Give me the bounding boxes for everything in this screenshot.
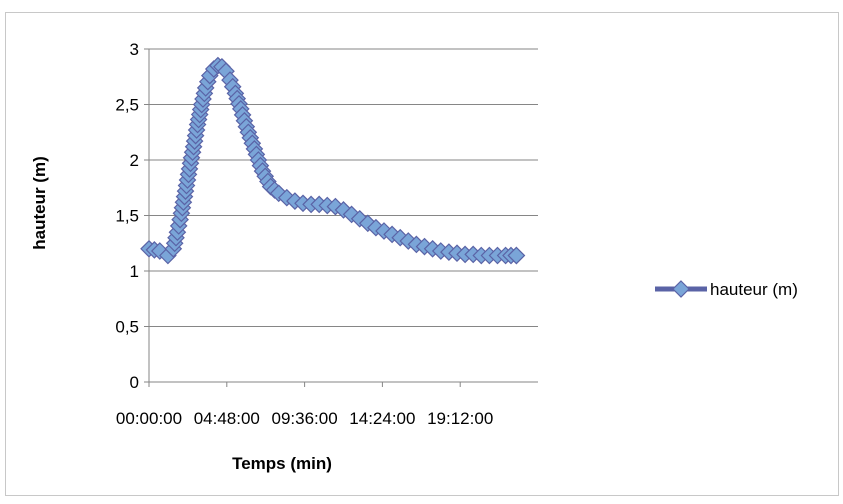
legend-diamond-marker	[672, 280, 690, 298]
y-tick-label: 2	[130, 151, 139, 170]
x-axis-title: Temps (min)	[232, 454, 332, 473]
y-tick-label: 0	[130, 373, 139, 392]
line-chart: 0 0,5 1 1,5 2 2,5 3 00:00:00 04:48:00 09:36:00 14:…	[30, 40, 798, 473]
y-tick-label: 2,5	[115, 96, 139, 115]
y-tick-label: 1,5	[115, 207, 139, 226]
axes	[144, 48, 538, 387]
chart-area: 0 0,5 1 1,5 2 2,5 3 00:00:00 04:48:00 09:36:00 14:…	[5, 12, 839, 496]
legend-label: hauteur (m)	[710, 280, 798, 299]
data-point-marker	[507, 246, 526, 265]
x-tick-label: 04:48:00	[194, 409, 260, 428]
legend: hauteur (m)	[655, 280, 798, 299]
tick-labels: 0 0,5 1 1,5 2 2,5 3 00:00:00 04:48:00 09:36:00 14:…	[115, 40, 493, 428]
x-tick-label: 00:00:00	[116, 409, 182, 428]
y-tick-label: 3	[130, 40, 139, 59]
y-axis-title: hauteur (m)	[30, 156, 49, 250]
y-tick-label: 1	[130, 262, 139, 281]
series-hauteur	[140, 56, 526, 265]
x-tick-label: 19:12:00	[427, 409, 493, 428]
y-tick-label: 0,5	[115, 318, 139, 337]
x-tick-label: 14:24:00	[349, 409, 415, 428]
x-tick-label: 09:36:00	[272, 409, 338, 428]
